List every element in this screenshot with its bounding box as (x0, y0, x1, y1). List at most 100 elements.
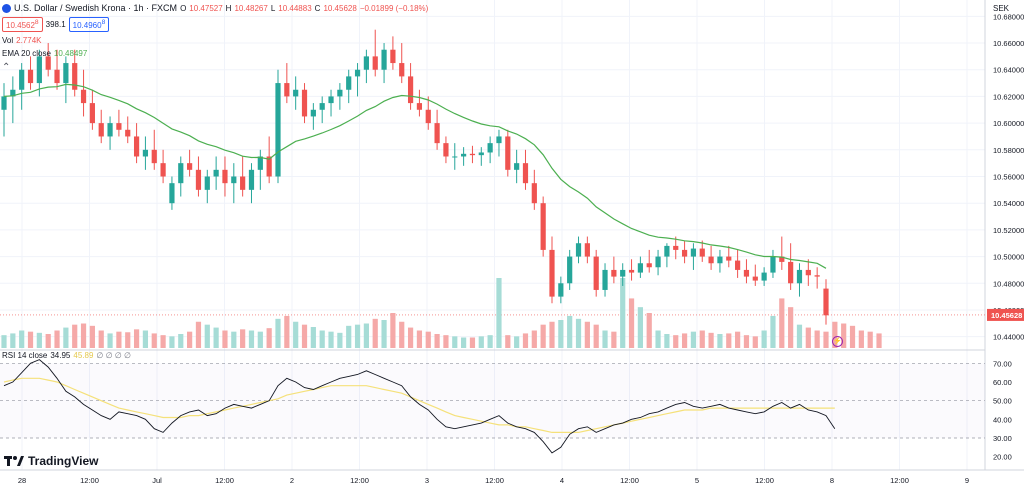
rsi-label: RSI 14 close (2, 351, 48, 360)
candle-body (478, 152, 484, 156)
candle-body (637, 263, 643, 273)
volume-bar (354, 324, 361, 348)
volume-bar (1, 335, 7, 348)
volume-bar (372, 318, 378, 348)
candle-body (469, 153, 476, 156)
volume-bar (637, 307, 643, 348)
candle-body (434, 123, 440, 144)
logo-text: TradingView (28, 454, 99, 468)
volume-bar (231, 331, 237, 348)
candle-body (45, 56, 51, 70)
tradingview-logo[interactable]: TradingView (4, 454, 98, 468)
volume-bar (151, 333, 157, 348)
volume-bar (567, 315, 573, 348)
last-price-tag-label: 10.45628 (991, 311, 1022, 320)
volume-bar (54, 330, 60, 348)
time-tick-label: 12:00 (350, 476, 369, 485)
rsi-tick-label: 70.00 (993, 359, 1012, 368)
candle-body (681, 249, 688, 257)
time-axis[interactable]: 28 12:00 Jul 12:00 2 12:00 3 12:00 4 12:00 5 12:00 8… (18, 476, 969, 485)
candle-body (690, 248, 697, 257)
volume-bar (602, 330, 608, 348)
time-tick-label: 5 (695, 476, 699, 485)
volume-bar (363, 323, 369, 348)
volume-bar (726, 333, 732, 348)
volume-bar (125, 332, 131, 348)
volume-bar (646, 313, 652, 348)
candle-body (151, 149, 157, 164)
candle-body (337, 89, 343, 97)
candle-body (452, 156, 458, 158)
buy-price: 10.4960 (72, 20, 102, 30)
candle-body (461, 153, 467, 157)
candle-body (699, 248, 705, 257)
high-label: H (225, 3, 232, 13)
volume-bar (248, 330, 255, 348)
price-tick-label: 10.48000 (993, 279, 1024, 288)
rsi-band (0, 363, 985, 438)
volume-bar (27, 331, 34, 348)
volume-bars (1, 278, 882, 348)
candle-body (275, 83, 281, 177)
rsi-legend[interactable]: RSI 14 close 34.95 45.89 ∅ ∅ ∅ ∅ (2, 351, 131, 360)
open-label: O (180, 3, 187, 13)
candle-body (222, 169, 228, 184)
candle-body (593, 256, 599, 290)
candle-body (178, 163, 184, 184)
volume-label: Vol (2, 36, 14, 45)
time-tick-label: 28 (18, 476, 26, 485)
rsi-axis[interactable]: 70.00 60.00 50.00 40.00 30.00 20.00 (993, 359, 1012, 461)
volume-bar (841, 323, 847, 348)
sell-price: 10.4562 (6, 20, 35, 30)
candle-body (487, 143, 493, 153)
time-tick-label: 12:00 (485, 476, 504, 485)
candle-body (664, 245, 670, 257)
price-tick-label: 10.50000 (993, 253, 1024, 262)
volume-bar (107, 333, 113, 348)
volume-bar (858, 330, 864, 348)
volume-bar (328, 331, 334, 348)
volume-bar (823, 331, 829, 348)
time-tick-label: 12:00 (80, 476, 99, 485)
volume-bar (337, 332, 343, 348)
price-tick-label: 10.44000 (993, 333, 1024, 342)
buy-button[interactable]: 10.49608 (68, 17, 110, 32)
volume-bar (257, 331, 263, 348)
candle-body (779, 256, 785, 262)
candle-body (425, 109, 431, 124)
volume-bar (832, 321, 838, 348)
sell-button[interactable]: 10.45628 (2, 17, 43, 32)
volume-bar (549, 321, 555, 348)
volume-bar (187, 331, 193, 348)
tv-logo-icon (4, 456, 24, 466)
volume-legend[interactable]: Vol 2.774K (2, 36, 41, 45)
candle-body (195, 169, 202, 190)
candle-body (575, 243, 582, 257)
volume-bar (664, 334, 670, 348)
close-label: C (314, 3, 321, 13)
volume-bar (452, 336, 458, 348)
rsi-ma-line (3, 377, 835, 433)
collapse-legend-button[interactable]: ⌃ (2, 62, 10, 73)
volume-bar (45, 334, 51, 348)
volume-bar (142, 330, 149, 348)
symbol-title[interactable]: U.S. Dollar / Swedish Krona · 1h · FXCM (14, 3, 178, 13)
candle-body (726, 256, 732, 261)
volume-bar (611, 331, 617, 348)
volume-bar (72, 324, 78, 348)
volume-bar (293, 321, 299, 348)
lightning-icon[interactable]: ⚡ (832, 336, 843, 347)
volume-bar (655, 330, 661, 348)
candle-body (735, 260, 741, 270)
volume-bar (178, 334, 184, 348)
rsi-tick-label: 60.00 (993, 378, 1012, 387)
time-tick-label: 4 (560, 476, 564, 485)
price-tick-label: 10.58000 (993, 146, 1024, 155)
candle-body (10, 89, 16, 97)
candle-body (531, 183, 537, 204)
ema-legend[interactable]: EMA 20 close 10.48497 (2, 49, 87, 58)
symbol-legend: U.S. Dollar / Swedish Krona · 1h · FXCM … (2, 3, 428, 13)
